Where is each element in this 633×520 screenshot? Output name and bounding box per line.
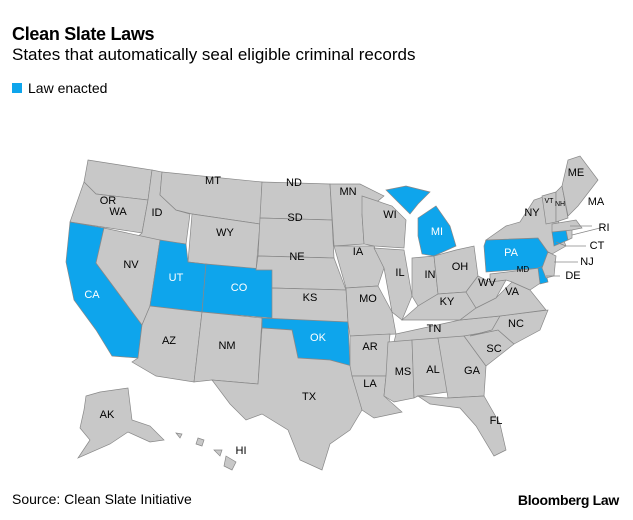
label-RI: RI — [599, 222, 610, 234]
state-WY — [187, 213, 261, 271]
state-NC — [469, 309, 549, 345]
state-MA — [551, 219, 583, 233]
brand-logo: Bloomberg Law — [517, 492, 619, 508]
label-AR: AR — [362, 341, 377, 353]
label-NM: NM — [218, 340, 235, 352]
label-NJ: NJ — [580, 256, 593, 268]
label-WI: WI — [383, 209, 396, 221]
label-VA: VA — [505, 286, 520, 298]
label-ID: ID — [152, 207, 163, 219]
label-NC: NC — [508, 318, 524, 330]
label-IL: IL — [395, 267, 404, 279]
label-PA: PA — [504, 247, 519, 259]
chart-subtitle: States that automatically seal eligible … — [12, 45, 416, 64]
state-WI — [361, 195, 407, 249]
label-CA: CA — [84, 289, 100, 301]
label-SD: SD — [287, 212, 302, 224]
label-NV: NV — [123, 259, 139, 271]
label-MS: MS — [395, 366, 412, 378]
state-GA — [437, 335, 487, 399]
label-NH: NH — [555, 201, 565, 208]
label-AZ: AZ — [162, 335, 176, 347]
label-DE: DE — [565, 270, 580, 282]
label-FL: FL — [490, 415, 503, 427]
label-WA: WA — [109, 206, 127, 218]
label-MO: MO — [359, 293, 377, 305]
label-IA: IA — [353, 246, 364, 258]
label-LA: LA — [363, 378, 377, 390]
label-OH: OH — [452, 261, 469, 273]
state-NJ — [541, 251, 557, 279]
label-NY: NY — [524, 207, 540, 219]
label-MT: MT — [205, 175, 221, 187]
label-ME: ME — [568, 167, 585, 179]
legend-label: Law enacted — [28, 80, 108, 96]
state-IA — [333, 245, 385, 289]
label-MN: MN — [339, 186, 356, 198]
state-NH — [555, 185, 569, 223]
label-ND: ND — [286, 177, 302, 189]
label-HI: HI — [236, 445, 247, 457]
label-WY: WY — [216, 227, 234, 239]
label-KS: KS — [303, 292, 318, 304]
label-CO: CO — [231, 282, 248, 294]
state-AL — [411, 337, 449, 399]
label-WV: WV — [478, 277, 496, 289]
label-NE: NE — [289, 251, 304, 263]
label-TN: TN — [427, 323, 442, 335]
label-AL: AL — [426, 364, 439, 376]
label-AK: AK — [100, 409, 115, 421]
label-OK: OK — [310, 332, 327, 344]
state-TX — [211, 327, 363, 471]
state-HI — [175, 432, 237, 471]
leader-lines — [546, 225, 601, 277]
label-CT: CT — [590, 240, 605, 252]
label-SC: SC — [486, 343, 501, 355]
state-AK — [77, 387, 165, 459]
label-OR: OR — [100, 195, 117, 207]
label-UT: UT — [169, 272, 184, 284]
legend: Law enacted — [12, 80, 107, 96]
chart-title: Clean Slate Laws — [12, 24, 155, 44]
legend-swatch-enacted — [12, 83, 22, 93]
label-VT: VT — [545, 198, 555, 205]
label-MA: MA — [588, 196, 605, 208]
source-note: Source: Clean Slate Initiative — [12, 491, 192, 507]
state-MI — [385, 185, 457, 257]
state-ME — [561, 155, 599, 217]
label-IN: IN — [425, 269, 436, 281]
label-MI: MI — [431, 226, 443, 238]
label-KY: KY — [440, 296, 455, 308]
state-FL — [416, 395, 507, 457]
state-DE — [537, 265, 549, 285]
label-GA: GA — [464, 365, 481, 377]
label-MD: MD — [517, 265, 530, 274]
label-TX: TX — [302, 391, 317, 403]
